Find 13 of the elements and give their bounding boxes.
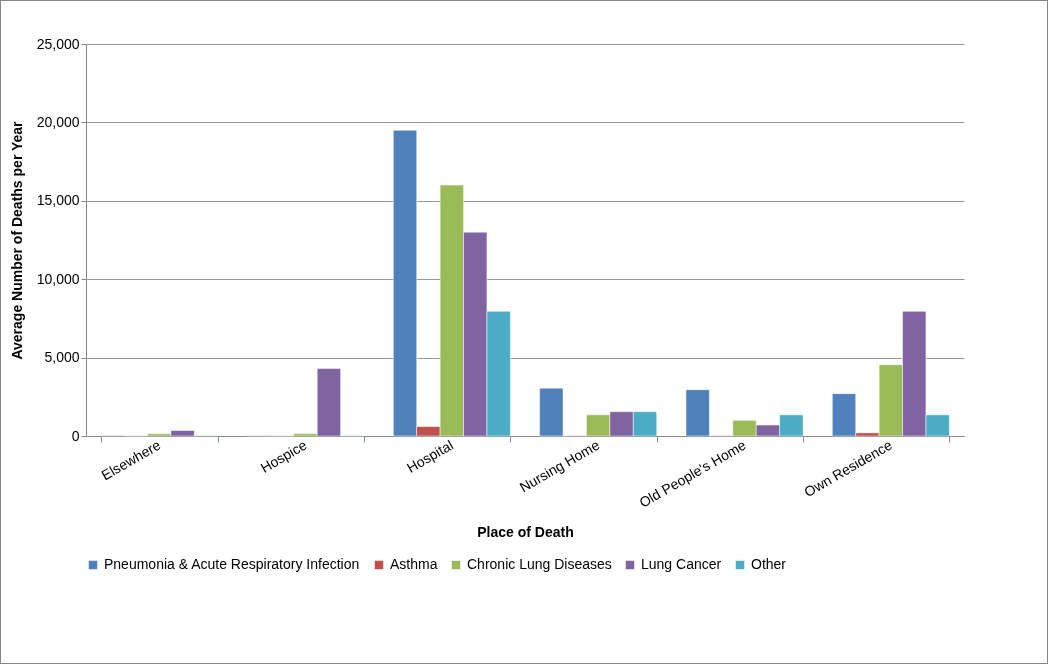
y-axis-title: Average Number of Deaths per Year xyxy=(8,120,25,360)
legend-label: Lung Cancer xyxy=(641,556,722,572)
y-tick-label: 0 xyxy=(71,427,80,444)
legend-label: Pneumonia & Acute Respiratory Infection xyxy=(104,556,360,572)
y-tick-label: 25,000 xyxy=(36,35,80,52)
y-tick-label: 15,000 xyxy=(36,192,80,209)
legend-label: Other xyxy=(751,556,787,572)
legend-label: Chronic Lung Diseases xyxy=(467,556,612,572)
legend-label: Asthma xyxy=(390,556,438,572)
y-tick-label: 10,000 xyxy=(36,270,80,287)
x-axis-title: Place of Death xyxy=(477,523,574,540)
y-tick-label: 5,000 xyxy=(44,349,80,366)
y-tick-label: 20,000 xyxy=(36,113,80,130)
